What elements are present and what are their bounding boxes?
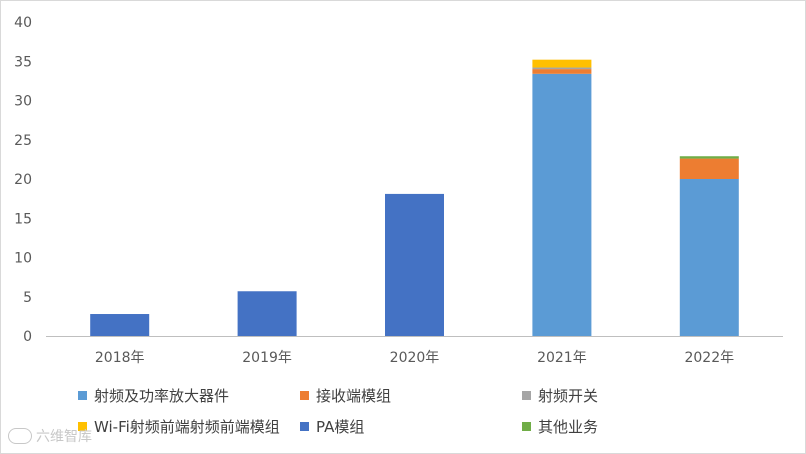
- legend-label: 其他业务: [538, 418, 599, 436]
- watermark-logo-icon: [8, 428, 32, 444]
- legend-swatch: [78, 391, 87, 400]
- bar-segment: [237, 291, 297, 336]
- legend-swatch: [78, 422, 87, 431]
- watermark: 六维智库: [8, 426, 92, 446]
- legend-item-other-business: 其他业务: [522, 416, 744, 437]
- legend-swatch: [522, 422, 531, 431]
- y-tick-label: 5: [23, 290, 32, 306]
- y-tick-label: 10: [14, 251, 32, 267]
- bar-segment: [385, 193, 444, 336]
- legend-item-receiver-module: 接收端模组: [300, 385, 522, 406]
- bar-segment: [532, 73, 592, 336]
- legend-item-wifi-front-end-module: Wi-Fi射频前端射频前端模组: [78, 416, 300, 437]
- legend-label: 射频开关: [538, 387, 599, 405]
- y-tick-label: 0: [23, 329, 32, 345]
- bar-segment: [532, 69, 592, 74]
- y-tick-label: 40: [14, 15, 32, 31]
- watermark-text: 六维智库: [36, 429, 92, 445]
- x-tick-label: 2019年: [242, 350, 292, 366]
- legend-label: 接收端模组: [316, 387, 392, 405]
- x-tick-label: 2018年: [95, 350, 145, 366]
- legend-item-pa-module: PA模组: [300, 416, 522, 437]
- legend-swatch: [522, 391, 531, 400]
- legend-swatch: [300, 422, 309, 431]
- legend-item-rf-power-amplifier: 射频及功率放大器件: [78, 385, 300, 406]
- x-tick-label: 2021年: [537, 350, 587, 366]
- y-tick-label: 30: [14, 94, 32, 110]
- bar-segment: [679, 158, 739, 179]
- bar-segment: [679, 156, 739, 159]
- chart-legend: 射频及功率放大器件 接收端模组 射频开关 Wi-Fi射频前端射频前端模组 PA模…: [78, 385, 778, 437]
- legend-label: PA模组: [316, 418, 365, 436]
- y-tick-label: 25: [14, 133, 32, 149]
- x-tick-label: 2020年: [390, 350, 440, 366]
- bar-segment: [532, 59, 592, 68]
- bar-segment: [532, 67, 592, 70]
- y-tick-label: 20: [14, 172, 32, 188]
- x-tick-label: 2022年: [684, 350, 734, 366]
- bar-segment: [679, 179, 739, 336]
- legend-label: 射频及功率放大器件: [94, 387, 230, 405]
- bar-segment: [90, 314, 150, 336]
- legend-item-rf-switch: 射频开关: [522, 385, 744, 406]
- legend-label: Wi-Fi射频前端射频前端模组: [94, 418, 280, 436]
- legend-swatch: [300, 391, 309, 400]
- y-tick-label: 35: [14, 54, 32, 70]
- y-tick-label: 15: [14, 211, 32, 227]
